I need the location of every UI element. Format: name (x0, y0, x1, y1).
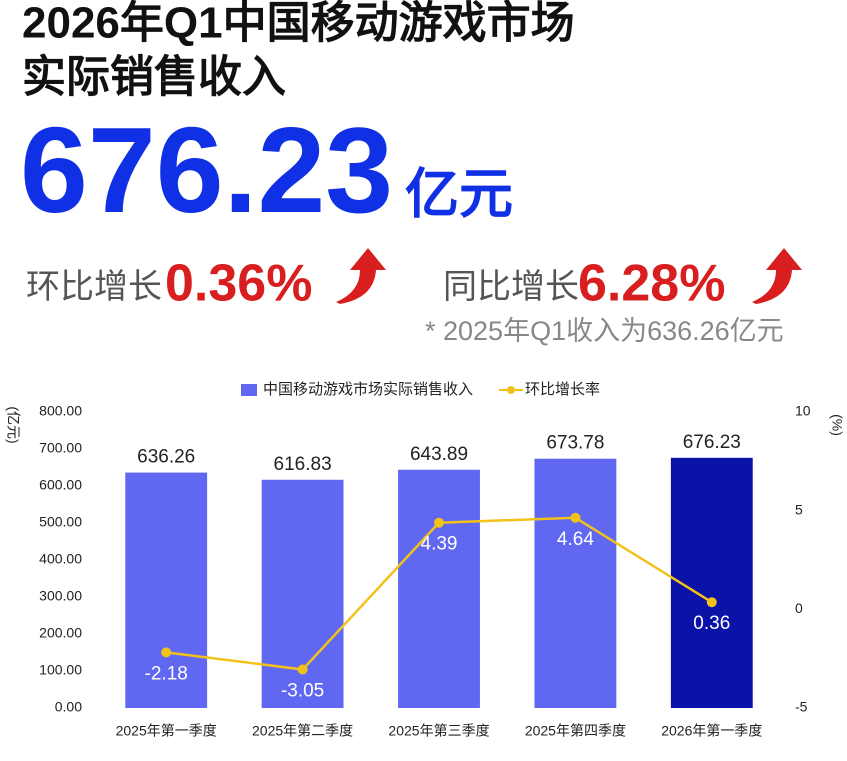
bar-value-label: 616.83 (274, 454, 332, 475)
yoy-label: 同比增长 (443, 268, 579, 306)
headline-unit: 亿元 (405, 164, 513, 224)
bar (534, 458, 617, 708)
line-point (434, 517, 444, 528)
headline-value: 676.23 (20, 102, 393, 238)
footnote: * 2025年Q1收入为636.26亿元 (425, 316, 784, 346)
line-point (706, 597, 717, 608)
line-value-label: 4.64 (557, 529, 594, 550)
y-axis-label: (亿元) (5, 406, 21, 443)
y-tick-label: 0.00 (55, 699, 82, 715)
y2-tick-label: 0 (795, 600, 803, 616)
y-tick-label: 400.00 (39, 551, 82, 567)
yoy-value: 6.28% (578, 255, 725, 313)
bar-value-label: 676.23 (683, 432, 741, 453)
legend-label: 中国移动游戏市场实际销售收入 (263, 381, 473, 398)
x-tick-label: 2025年第四季度 (525, 723, 626, 739)
bar-value-label: 643.89 (410, 444, 468, 465)
title-line: 实际销售收入 (22, 53, 286, 102)
line-value-label: 4.39 (421, 534, 458, 555)
y2-tick-label: -5 (795, 699, 808, 715)
up-arrow (336, 248, 386, 304)
legend-swatch (241, 384, 257, 396)
y-tick-label: 800.00 (39, 403, 82, 419)
bar-value-label: 636.26 (137, 447, 195, 468)
legend-swatch (507, 386, 516, 394)
y2-tick-label: 10 (795, 403, 811, 419)
y-tick-label: 700.00 (39, 440, 82, 456)
bar (125, 472, 208, 708)
y-tick-label: 300.00 (39, 588, 82, 604)
y2-tick-label: 5 (795, 501, 803, 517)
y-tick-label: 500.00 (39, 514, 82, 530)
qoq-label: 环比增长 (26, 268, 162, 306)
x-tick-label: 2025年第一季度 (116, 723, 217, 739)
bar (398, 469, 480, 708)
y-tick-label: 200.00 (39, 625, 82, 641)
line-value-label: -3.05 (281, 681, 324, 702)
line-point (570, 512, 581, 523)
x-tick-label: 2025年第三季度 (388, 723, 489, 739)
y-tick-label: 100.00 (39, 662, 82, 678)
legend-label: 环比增长率 (525, 381, 600, 398)
line-point (161, 647, 172, 658)
up-arrow (752, 248, 802, 304)
x-tick-label: 2026年第一季度 (661, 723, 762, 739)
line-value-label: -2.18 (145, 663, 188, 684)
line-value-label: 0.36 (693, 613, 730, 634)
y2-axis-label: (%) (829, 414, 845, 436)
x-tick-label: 2025年第二季度 (252, 723, 353, 739)
line-point (297, 664, 308, 675)
title-line: 2026年Q1中国移动游戏市场 (22, 0, 575, 48)
bar-value-label: 673.78 (546, 433, 604, 454)
qoq-value: 0.36% (165, 255, 312, 313)
bar (670, 457, 753, 708)
y-tick-label: 600.00 (39, 477, 82, 493)
